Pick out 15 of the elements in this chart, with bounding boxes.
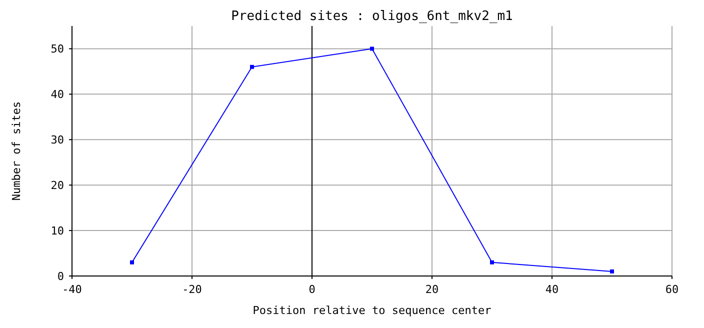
y-tick-label: 50: [50, 42, 64, 56]
y-axis-title: Number of sites: [10, 101, 23, 201]
y-tick-label: 0: [57, 270, 64, 283]
y-tick-label: 20: [50, 179, 64, 192]
x-tick-label: 0: [308, 283, 316, 296]
y-tick-label: 30: [50, 134, 64, 147]
chart-title: Predicted sites : oligos_6nt_mkv2_m1: [231, 9, 513, 24]
x-tick-label: 60: [665, 283, 679, 296]
x-tick-label: -40: [62, 283, 82, 296]
x-tick-label: 20: [425, 283, 439, 296]
y-tick-label: 10: [50, 224, 64, 238]
y-tick-label: 40: [50, 88, 64, 102]
x-tick-label: -20: [182, 283, 202, 296]
x-tick-label: 40: [545, 283, 559, 296]
x-axis-title: Position relative to sequence center: [252, 304, 492, 317]
